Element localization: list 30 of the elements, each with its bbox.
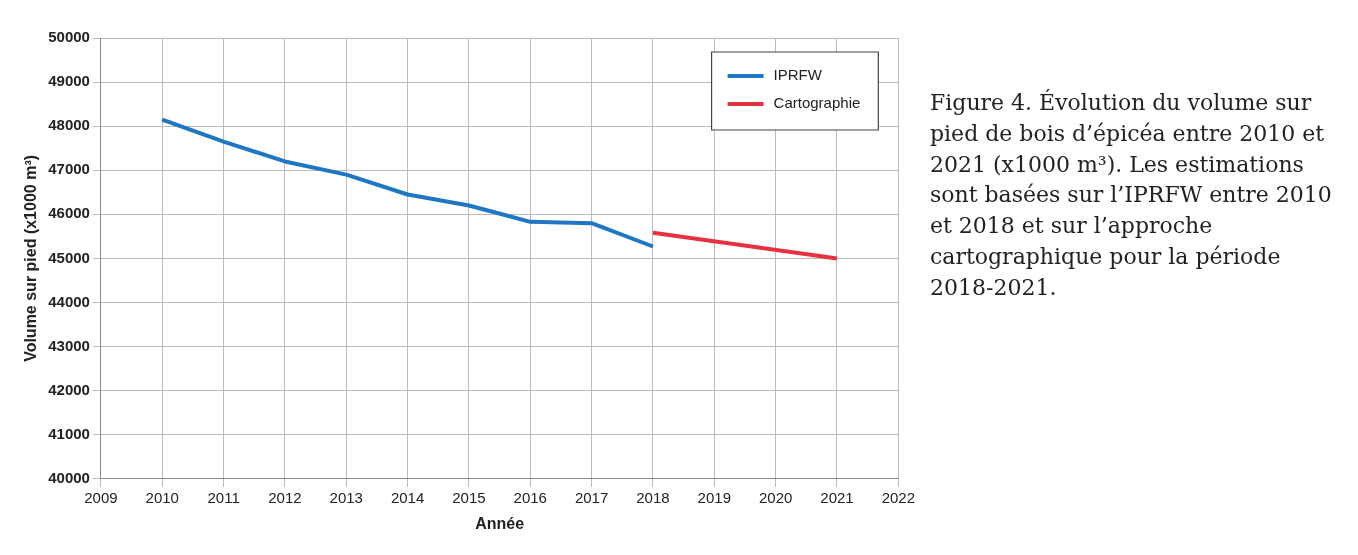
y-tick-label: 44000 bbox=[48, 292, 90, 310]
y-tick-label: 40000 bbox=[48, 468, 90, 486]
y-tick-label: 43000 bbox=[48, 336, 90, 354]
y-axis-title: Volume sur pied (x1000 m³) bbox=[22, 154, 40, 362]
x-tick-label: 2020 bbox=[758, 488, 793, 506]
y-tick-label: 45000 bbox=[48, 248, 90, 266]
x-tick-label: 2014 bbox=[390, 488, 425, 506]
y-tick-label: 42000 bbox=[48, 380, 90, 398]
x-tick-label: 2017 bbox=[574, 488, 609, 506]
x-tick-label: 2018 bbox=[636, 488, 670, 506]
legend-label: Cartographie bbox=[773, 94, 861, 112]
y-tick-label: 49000 bbox=[48, 72, 90, 90]
y-tick-label: 50000 bbox=[48, 28, 90, 46]
x-tick-label: 2013 bbox=[329, 488, 363, 506]
y-tick-label: 46000 bbox=[48, 204, 90, 222]
x-tick-label: 2009 bbox=[84, 488, 118, 506]
x-tick-label: 2011 bbox=[207, 488, 240, 506]
x-tick-label: 2015 bbox=[452, 488, 486, 506]
x-tick-label: 2010 bbox=[145, 488, 179, 506]
legend-label: IPRFW bbox=[773, 66, 823, 84]
x-axis-title: Année bbox=[475, 514, 525, 532]
y-tick-label: 48000 bbox=[48, 116, 90, 134]
x-tick-label: 2022 bbox=[881, 488, 915, 506]
y-tick-label: 47000 bbox=[48, 160, 90, 178]
x-tick-label: 2019 bbox=[697, 488, 731, 506]
x-tick-label: 2021 bbox=[820, 488, 854, 506]
x-tick-label: 2012 bbox=[268, 488, 302, 506]
caption: Figure 4. Évolution du volume sur pied de bois d’épicéa entre 2010 et 2021 (x1000 m³). Les estimations sont basées sur l’IPRFW entre 2010 et 2018 et sur l’approche cartographique pour la période 2018-2021. bbox=[930, 88, 1333, 302]
x-tick-label: 2016 bbox=[513, 488, 547, 506]
y-tick-label: 41000 bbox=[48, 424, 90, 442]
